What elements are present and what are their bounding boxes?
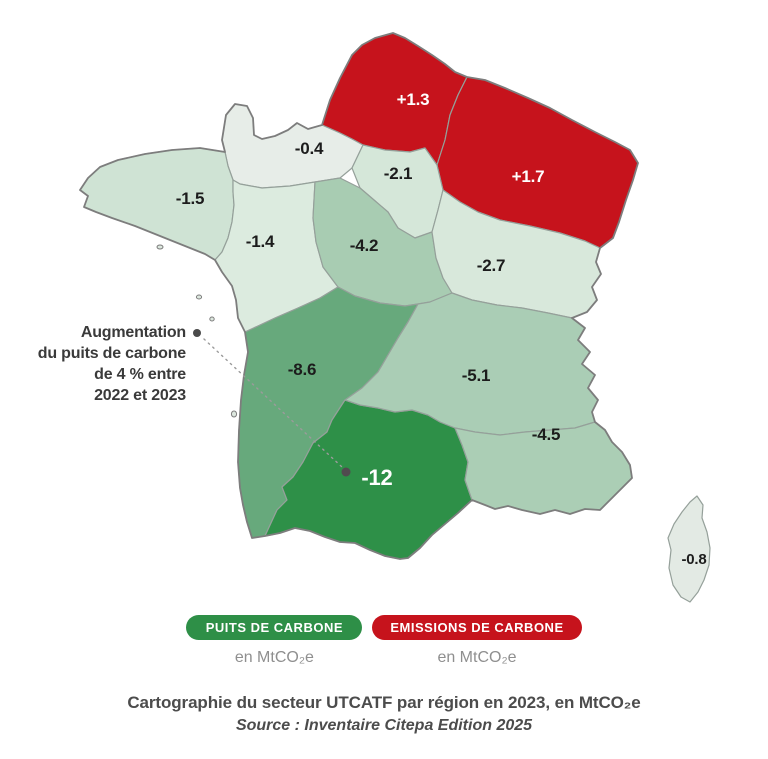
- region-value-hauts-de-france: +1.3: [397, 90, 430, 109]
- coastal-islands: [156, 244, 238, 418]
- region-value-corse: -0.8: [681, 551, 706, 568]
- legend: PUITS DE CARBONE en MtCO₂e EMISSIONS DE …: [0, 615, 768, 667]
- region-value-ile-de-france: -2.1: [384, 164, 413, 183]
- region-value-normandie: -0.4: [295, 139, 324, 158]
- region-value-grand-est: +1.7: [512, 167, 545, 186]
- caption-title: Cartographie du secteur UTCATF par régio…: [127, 693, 641, 712]
- region-corse: [667, 495, 711, 603]
- region-value-bourgogne-franche-comte: -2.7: [477, 256, 506, 275]
- legend-unit-sink: en MtCO₂e: [234, 649, 314, 666]
- region-value-centre-val-de-loire: -4.2: [350, 236, 379, 255]
- legend-pill-puits-de-carbone: PUITS DE CARBONE: [186, 615, 363, 640]
- region-value-occitanie: -12: [361, 465, 392, 490]
- annotation-line-1: Augmentation: [80, 324, 186, 341]
- region-value-nouvelle-aquitaine: -8.6: [288, 360, 317, 379]
- annotation-text: Augmentation du puits de carbone de 4 % …: [34, 322, 186, 406]
- region-bretagne: [79, 147, 235, 261]
- annotation-leader-line: [203, 338, 343, 468]
- france-coastline: [79, 32, 639, 560]
- annotation-line-2: du puits de carbone: [37, 345, 186, 362]
- region-value-bretagne: -1.5: [176, 189, 205, 208]
- annotation-target-dot: [341, 467, 351, 477]
- caption: Cartographie du secteur UTCATF par régio…: [0, 693, 768, 735]
- legend-pill-emissions-de-carbone: EMISSIONS DE CARBONE: [372, 615, 582, 640]
- legend-item-carbon-emissions: EMISSIONS DE CARBONE en MtCO₂e: [372, 615, 582, 667]
- annotation-line-4: 2022 et 2023: [94, 387, 186, 404]
- legend-unit-emissions: en MtCO₂e: [437, 649, 517, 666]
- region-value-auvergne-rhone-alpes: -5.1: [462, 366, 491, 385]
- annotation-marker-dot: [193, 329, 201, 337]
- legend-item-carbon-sink: PUITS DE CARBONE en MtCO₂e: [186, 615, 363, 667]
- region-value-provence-alpes-cote-d-azur: -4.5: [532, 425, 561, 444]
- region-value-pays-de-la-loire: -1.4: [246, 232, 275, 251]
- caption-source: Source : Inventaire Citepa Edition 2025: [235, 717, 533, 734]
- annotation-line-3: de 4 % entre: [94, 366, 186, 383]
